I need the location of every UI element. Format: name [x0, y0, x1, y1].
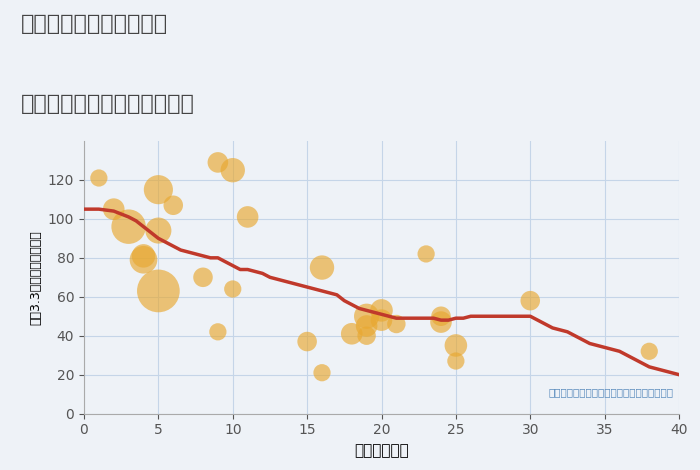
Point — [435, 313, 447, 320]
Point — [525, 297, 536, 305]
Point — [361, 322, 372, 330]
Point — [302, 338, 313, 345]
Point — [153, 186, 164, 194]
Point — [153, 287, 164, 295]
Text: 三重県四日市市平津新町: 三重県四日市市平津新町 — [21, 14, 168, 34]
Point — [361, 313, 372, 320]
Point — [108, 205, 119, 213]
Point — [212, 159, 223, 166]
Point — [212, 328, 223, 336]
Point — [316, 264, 328, 271]
Point — [153, 227, 164, 235]
Point — [450, 357, 461, 365]
Point — [391, 320, 402, 328]
Point — [361, 332, 372, 339]
Point — [168, 202, 179, 209]
X-axis label: 築年数（年）: 築年数（年） — [354, 443, 409, 458]
Y-axis label: 坪（3.3㎡）単価（万円）: 坪（3.3㎡）単価（万円） — [29, 230, 42, 325]
Point — [138, 252, 149, 259]
Point — [376, 316, 387, 324]
Point — [227, 285, 238, 293]
Text: 円の大きさは、取引のあった物件面積を示す: 円の大きさは、取引のあった物件面積を示す — [548, 387, 673, 397]
Point — [376, 306, 387, 314]
Point — [316, 369, 328, 376]
Point — [435, 318, 447, 326]
Point — [421, 250, 432, 258]
Point — [346, 330, 357, 337]
Point — [227, 166, 238, 174]
Point — [242, 213, 253, 221]
Point — [138, 256, 149, 264]
Text: 築年数別中古マンション価格: 築年数別中古マンション価格 — [21, 94, 195, 114]
Point — [123, 223, 134, 230]
Point — [93, 174, 104, 182]
Point — [644, 347, 655, 355]
Point — [197, 274, 209, 281]
Point — [450, 342, 461, 349]
